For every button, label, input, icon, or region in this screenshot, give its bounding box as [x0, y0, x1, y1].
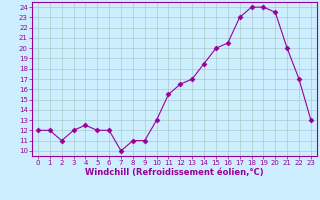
X-axis label: Windchill (Refroidissement éolien,°C): Windchill (Refroidissement éolien,°C): [85, 168, 264, 177]
